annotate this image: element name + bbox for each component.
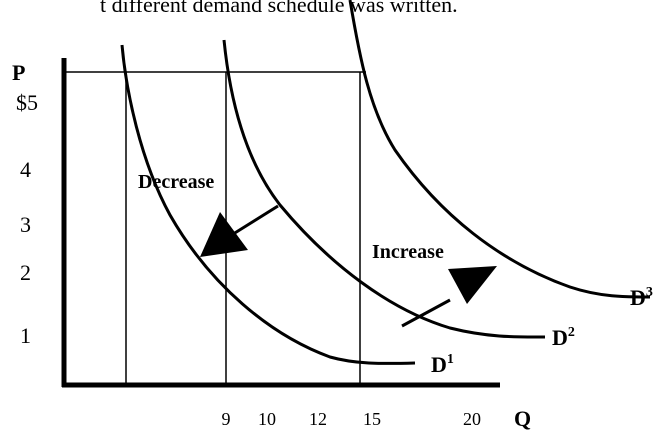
arrow-shaft bbox=[229, 204, 279, 238]
y-tick-label: 2 bbox=[20, 260, 31, 285]
demand-curve bbox=[120, 44, 416, 365]
y-tick-label: $5 bbox=[16, 90, 38, 115]
y-tick-label: 3 bbox=[20, 212, 31, 237]
arrow-shaft bbox=[401, 298, 451, 328]
x-tick-label: 20 bbox=[463, 409, 481, 429]
arrow-head bbox=[448, 266, 497, 304]
demand-curve bbox=[222, 39, 546, 339]
demand-curve bbox=[348, 0, 651, 299]
annotation: Decrease bbox=[138, 171, 214, 193]
arrow-head bbox=[200, 212, 248, 257]
x-label: Q bbox=[514, 406, 531, 431]
caption: t different demand schedule was written. bbox=[100, 0, 458, 17]
curve-label: D2 bbox=[552, 325, 575, 350]
x-tick-label: 12 bbox=[309, 409, 327, 429]
x-tick-label: 9 bbox=[222, 409, 231, 429]
y-tick-label: 1 bbox=[20, 323, 31, 348]
y-label: P bbox=[12, 60, 25, 85]
curve-label: D3 bbox=[630, 285, 653, 310]
annotation: Increase bbox=[372, 241, 444, 263]
x-tick-label: 15 bbox=[363, 409, 381, 429]
curve-label: D1 bbox=[431, 352, 454, 377]
x-tick-label: 10 bbox=[258, 409, 276, 429]
y-tick-label: 4 bbox=[20, 157, 31, 182]
